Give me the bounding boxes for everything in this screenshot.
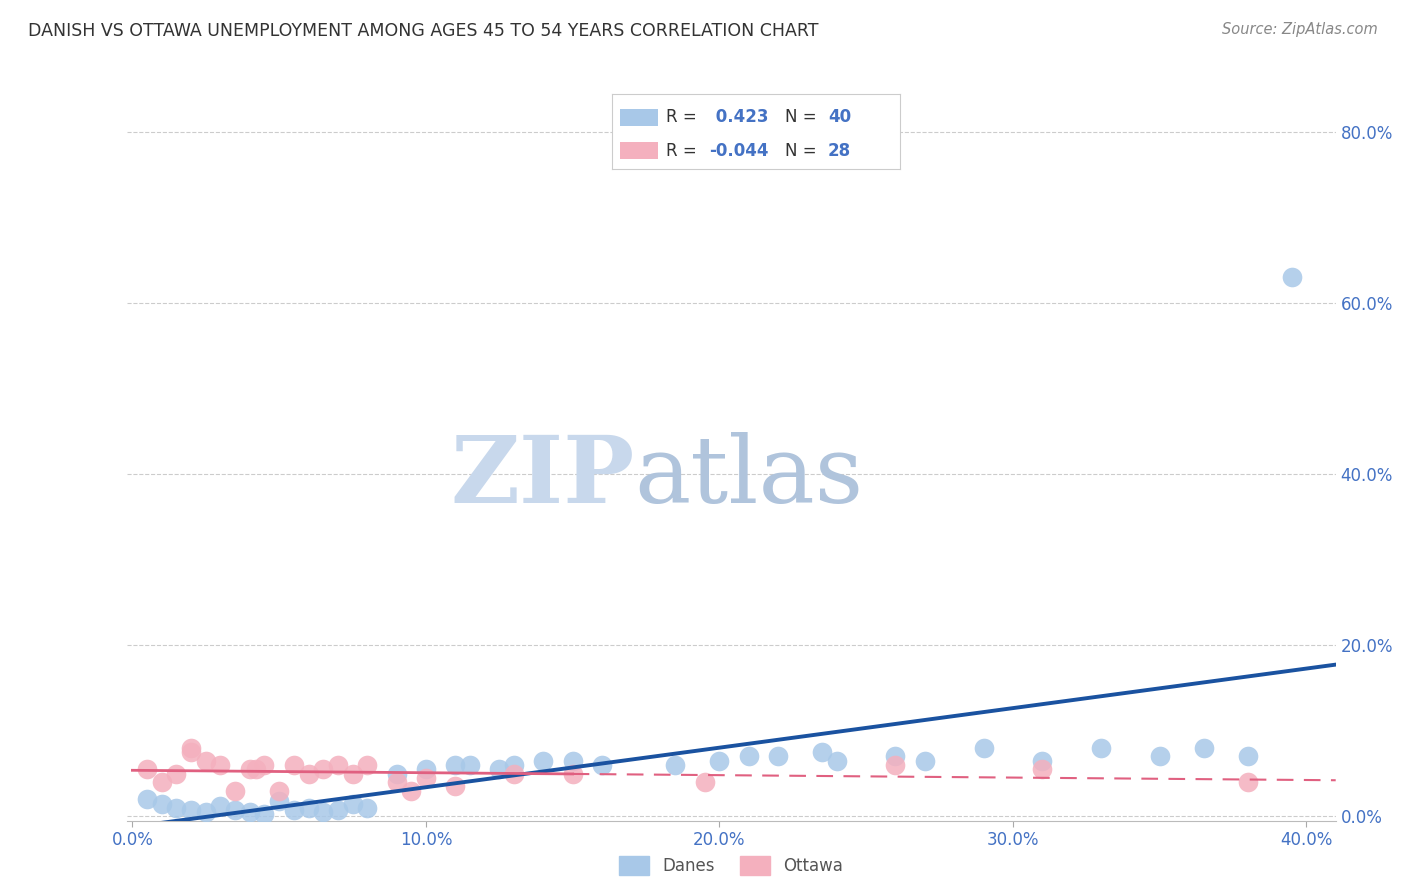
- Point: [245, 762, 267, 776]
- Point: [488, 762, 510, 776]
- Point: [1236, 749, 1258, 764]
- Point: [312, 762, 335, 776]
- Point: [458, 758, 481, 772]
- Point: [1149, 749, 1171, 764]
- Point: [415, 762, 437, 776]
- Point: [150, 775, 173, 789]
- Legend: Danes, Ottawa: Danes, Ottawa: [613, 849, 849, 882]
- Point: [194, 754, 217, 768]
- Point: [914, 754, 936, 768]
- Point: [1236, 775, 1258, 789]
- Point: [693, 775, 716, 789]
- Point: [884, 758, 907, 772]
- Bar: [620, 142, 658, 159]
- Point: [165, 801, 187, 815]
- Point: [738, 749, 761, 764]
- Point: [503, 758, 526, 772]
- Point: [399, 783, 422, 797]
- Point: [825, 754, 848, 768]
- Point: [342, 797, 364, 811]
- Point: [165, 766, 187, 780]
- Text: Source: ZipAtlas.com: Source: ZipAtlas.com: [1222, 22, 1378, 37]
- Point: [180, 803, 202, 817]
- Point: [297, 801, 319, 815]
- Point: [209, 758, 232, 772]
- Point: [1192, 740, 1215, 755]
- Point: [253, 758, 276, 772]
- Text: 0.423: 0.423: [710, 108, 768, 126]
- Point: [1031, 754, 1053, 768]
- Point: [283, 803, 305, 817]
- Text: R =: R =: [666, 142, 703, 160]
- Text: 28: 28: [828, 142, 851, 160]
- Point: [194, 805, 217, 819]
- Point: [283, 758, 305, 772]
- Point: [385, 766, 408, 780]
- Point: [561, 766, 583, 780]
- Point: [239, 805, 262, 819]
- Point: [503, 766, 526, 780]
- Point: [253, 806, 276, 821]
- Point: [709, 754, 731, 768]
- Point: [326, 758, 349, 772]
- Text: ZIP: ZIP: [450, 432, 634, 522]
- Text: N =: N =: [785, 142, 821, 160]
- Point: [356, 801, 378, 815]
- Point: [444, 758, 467, 772]
- Point: [224, 783, 246, 797]
- Point: [356, 758, 378, 772]
- Text: DANISH VS OTTAWA UNEMPLOYMENT AMONG AGES 45 TO 54 YEARS CORRELATION CHART: DANISH VS OTTAWA UNEMPLOYMENT AMONG AGES…: [28, 22, 818, 40]
- Point: [811, 745, 834, 759]
- Bar: [620, 109, 658, 126]
- Point: [136, 792, 159, 806]
- Point: [269, 794, 291, 808]
- Point: [766, 749, 789, 764]
- Point: [1090, 740, 1112, 755]
- Point: [1281, 270, 1303, 285]
- Point: [239, 762, 262, 776]
- Point: [326, 803, 349, 817]
- Point: [561, 754, 583, 768]
- Point: [209, 799, 232, 814]
- Point: [415, 771, 437, 785]
- Point: [180, 740, 202, 755]
- Point: [664, 758, 686, 772]
- Text: -0.044: -0.044: [710, 142, 769, 160]
- Point: [180, 745, 202, 759]
- Text: R =: R =: [666, 108, 703, 126]
- Point: [1031, 762, 1053, 776]
- Text: N =: N =: [785, 108, 821, 126]
- Point: [884, 749, 907, 764]
- Point: [224, 803, 246, 817]
- Text: atlas: atlas: [634, 432, 863, 522]
- Point: [269, 783, 291, 797]
- Point: [136, 762, 159, 776]
- Point: [444, 780, 467, 794]
- Point: [385, 775, 408, 789]
- Point: [150, 797, 173, 811]
- Point: [297, 766, 319, 780]
- Point: [531, 754, 554, 768]
- Point: [591, 758, 613, 772]
- Point: [342, 766, 364, 780]
- Point: [312, 805, 335, 819]
- Text: 40: 40: [828, 108, 851, 126]
- Point: [973, 740, 995, 755]
